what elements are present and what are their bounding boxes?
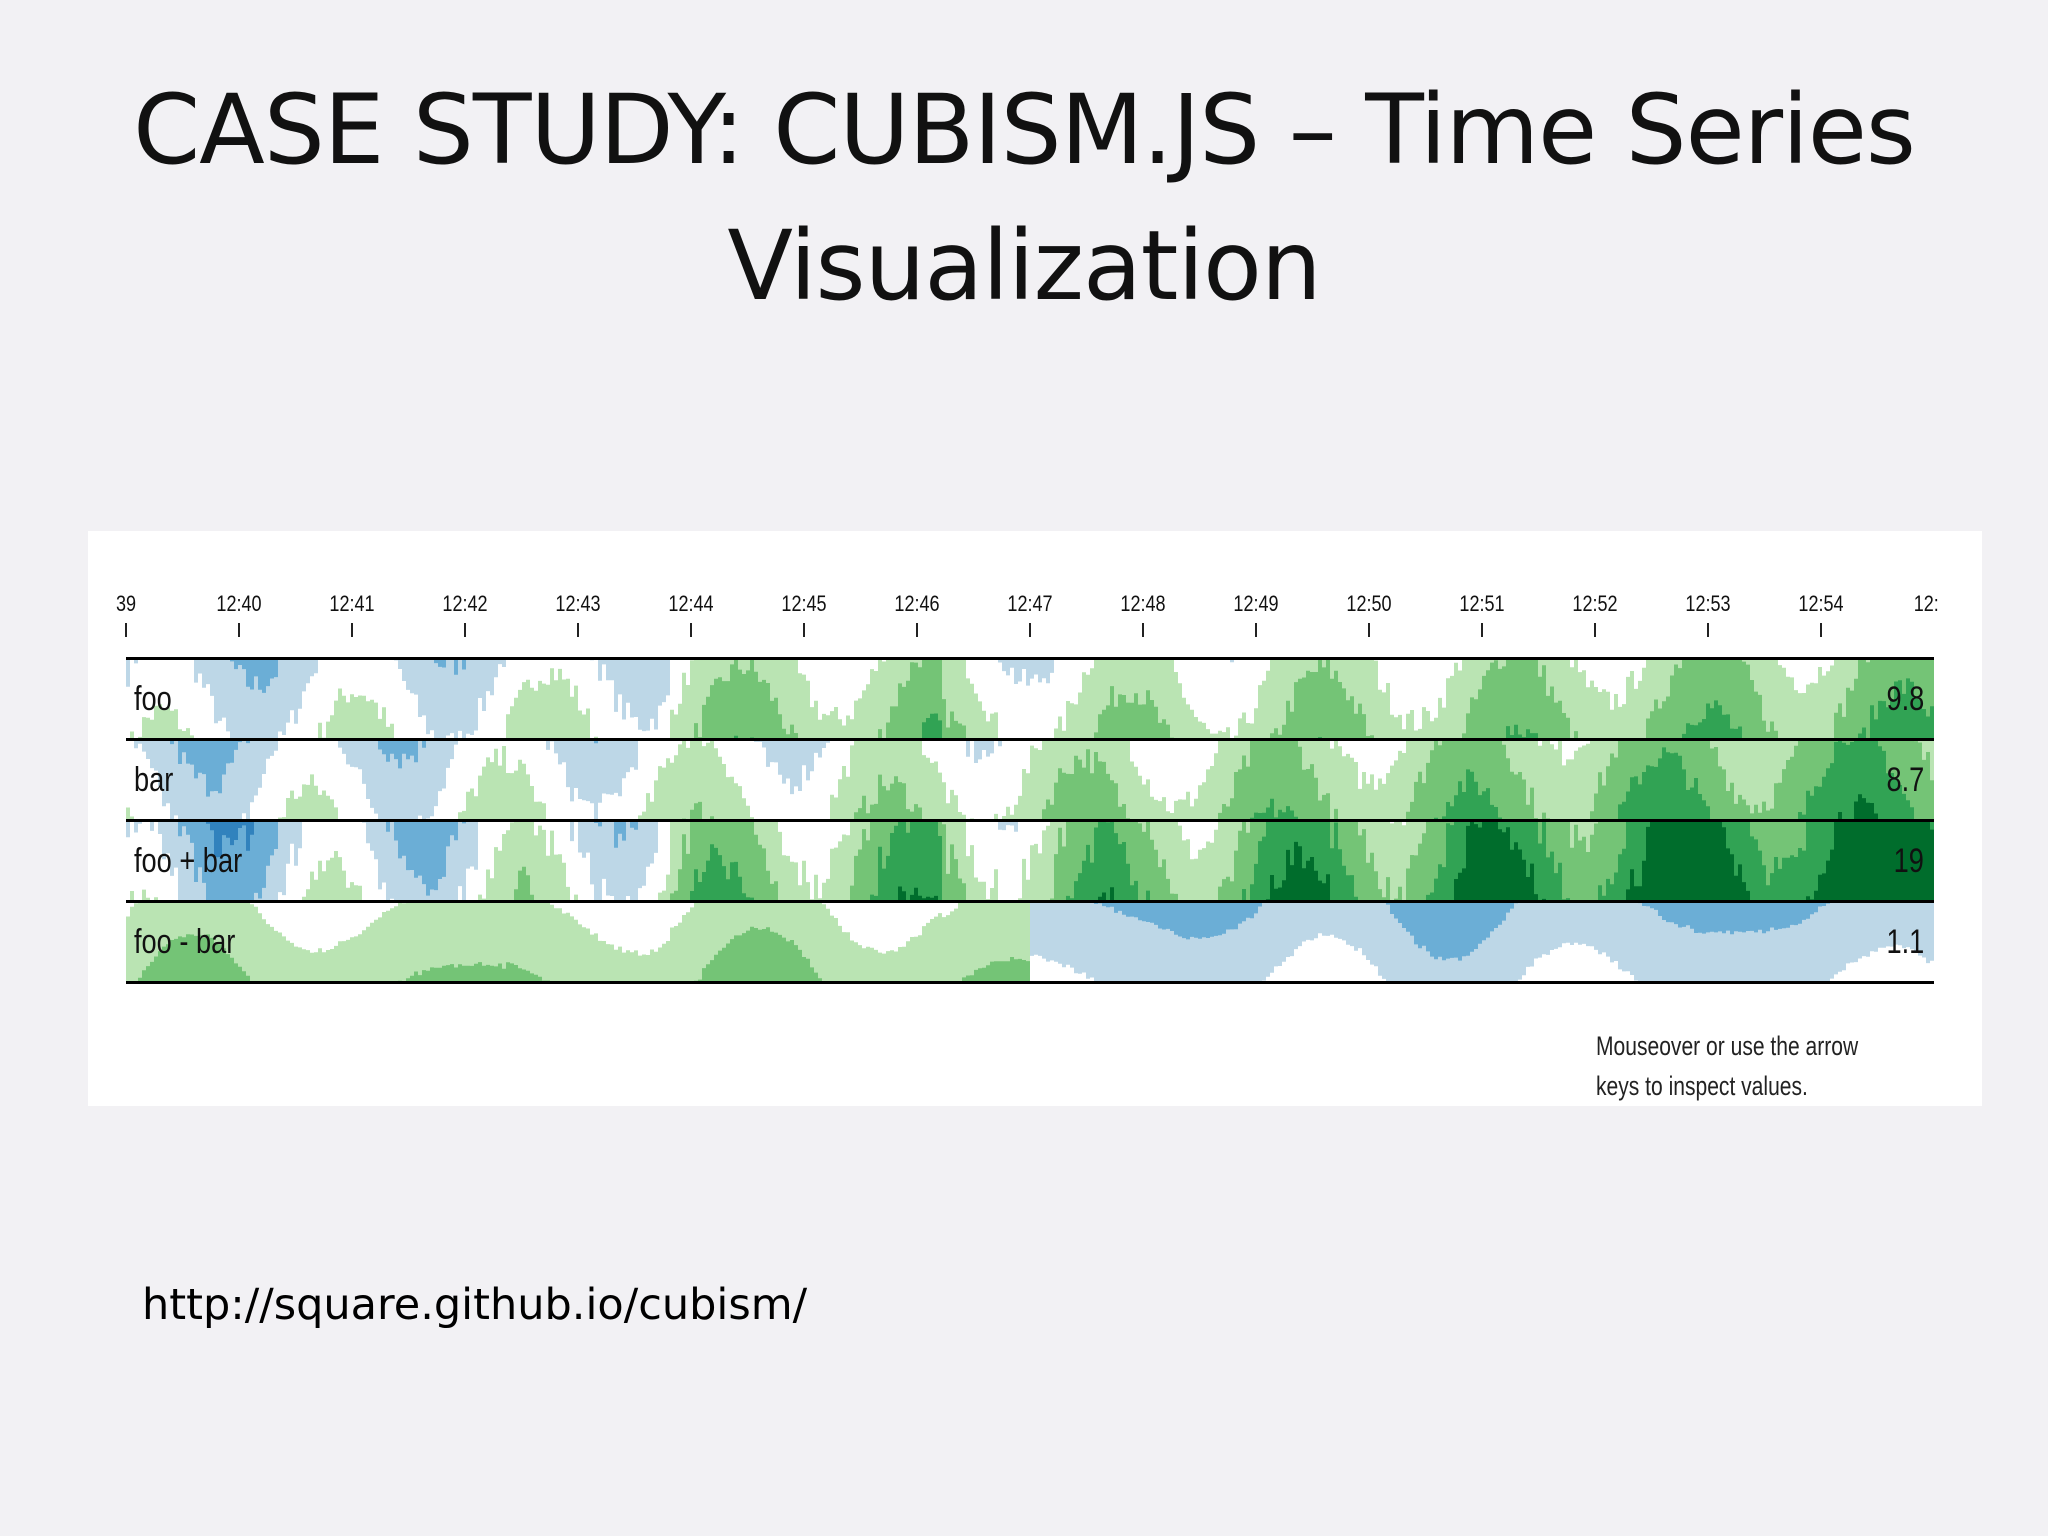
tick-mark <box>1820 623 1822 637</box>
tick-label: 12:46 <box>894 591 940 616</box>
tick-label: 12:52 <box>1572 591 1618 616</box>
cubism-chart-panel[interactable]: 39 12:40 12:41 12:42 12:43 12:44 12:45 1… <box>88 531 1982 1106</box>
tick-label: 12:47 <box>1007 591 1053 616</box>
tick-label: 12:50 <box>1346 591 1392 616</box>
tick-label: 12:45 <box>781 591 827 616</box>
horizon-area <box>126 903 1934 981</box>
axis-tick: 12:41 <box>312 591 392 637</box>
axis-tick: 12:54 <box>1781 591 1861 637</box>
slide-title-line-1: CASE STUDY: CUBISM.JS – Time Series <box>133 74 1916 186</box>
axis-tick: 12:46 <box>877 591 957 637</box>
series-value: 8.7 <box>1886 761 1924 799</box>
tick-mark <box>1142 623 1144 637</box>
axis-tick: 12:52 <box>1555 591 1635 637</box>
source-link[interactable]: http://square.github.io/cubism/ <box>142 1280 808 1330</box>
slide-title-line-2: Visualization <box>727 210 1321 322</box>
tick-label: 12:48 <box>1120 591 1166 616</box>
tick-label: 12:53 <box>1685 591 1731 616</box>
tick-label: 39 <box>115 591 137 616</box>
tick-mark <box>1029 623 1031 637</box>
axis-tick: 12:53 <box>1668 591 1748 637</box>
series-value: 1.1 <box>1886 923 1924 961</box>
series-label: bar <box>134 761 174 799</box>
horizon-area <box>126 741 1934 819</box>
axis-tick: 12:47 <box>990 591 1070 637</box>
tick-mark <box>577 623 579 637</box>
tick-mark <box>916 623 918 637</box>
tick-mark <box>1255 623 1257 637</box>
tick-mark <box>690 623 692 637</box>
axis-tick: 12:48 <box>1103 591 1183 637</box>
tick-mark <box>351 623 353 637</box>
tick-label: 12:44 <box>668 591 714 616</box>
tick-label: 12:49 <box>1233 591 1279 616</box>
horizon-area <box>126 822 1934 900</box>
inspect-hint: Mouseover or use the arrow keys to inspe… <box>1596 1026 1877 1106</box>
horizon-row-foo[interactable]: foo 9.8 <box>126 657 1934 738</box>
tick-label: 12:51 <box>1459 591 1505 616</box>
tick-mark <box>238 623 240 637</box>
tick-mark <box>125 623 127 637</box>
horizon-rows[interactable]: foo 9.8 bar 8.7 foo + bar 19 foo - bar 1… <box>126 657 1934 984</box>
tick-label: 12:41 <box>329 591 375 616</box>
axis-tick: 12:50 <box>1329 591 1409 637</box>
tick-mark <box>1368 623 1370 637</box>
series-value: 19 <box>1893 842 1924 880</box>
hint-line-1: Mouseover or use the arrow <box>1596 1031 1859 1061</box>
axis-tick: 12: <box>1911 591 1941 617</box>
series-label: foo - bar <box>134 923 236 961</box>
axis-tick: 12:40 <box>199 591 279 637</box>
axis-tick: 12:51 <box>1442 591 1522 637</box>
time-axis: 39 12:40 12:41 12:42 12:43 12:44 12:45 1… <box>116 591 1939 639</box>
axis-tick: 39 <box>86 591 166 637</box>
tick-label: 12:42 <box>442 591 488 616</box>
horizon-row-bar[interactable]: bar 8.7 <box>126 738 1934 819</box>
tick-mark <box>803 623 805 637</box>
axis-tick: 12:44 <box>651 591 731 637</box>
horizon-row-foo-plus-bar[interactable]: foo + bar 19 <box>126 819 1934 900</box>
slide-title: CASE STUDY: CUBISM.JS – Time Series Visu… <box>0 62 2048 334</box>
tick-label: 12:54 <box>1798 591 1844 616</box>
axis-tick: 12:45 <box>764 591 844 637</box>
tick-mark <box>464 623 466 637</box>
tick-mark <box>1707 623 1709 637</box>
tick-label: 12: <box>1913 591 1939 616</box>
series-label: foo <box>134 680 172 718</box>
horizon-row-foo-minus-bar[interactable]: foo - bar 1.1 <box>126 900 1934 984</box>
horizon-area <box>126 660 1934 738</box>
series-value: 9.8 <box>1886 680 1924 718</box>
series-label: foo + bar <box>134 842 243 880</box>
axis-tick: 12:49 <box>1216 591 1296 637</box>
axis-tick: 12:43 <box>538 591 618 637</box>
tick-label: 12:43 <box>555 591 601 616</box>
hint-line-2: keys to inspect values. <box>1596 1071 1808 1101</box>
axis-tick: 12:42 <box>425 591 505 637</box>
tick-mark <box>1481 623 1483 637</box>
tick-mark <box>1594 623 1596 637</box>
tick-label: 12:40 <box>216 591 262 616</box>
